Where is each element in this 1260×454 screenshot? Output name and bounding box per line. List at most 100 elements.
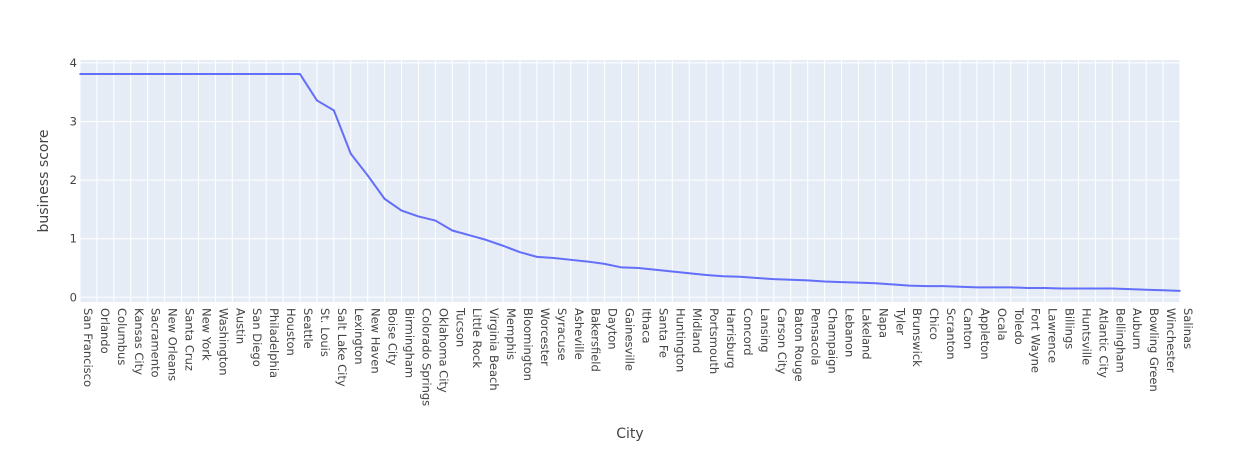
- data-point: [586, 260, 589, 263]
- x-tick-label: Syracuse: [555, 308, 569, 361]
- data-point: [925, 285, 927, 287]
- data-point: [214, 73, 217, 75]
- series-line: [80, 73, 1181, 292]
- data-point: [434, 219, 437, 222]
- x-tick-label: New York: [199, 308, 213, 361]
- data-point: [265, 73, 267, 75]
- data-point: [1145, 288, 1147, 291]
- data-point: [451, 229, 454, 232]
- data-point: [1043, 287, 1046, 289]
- data-point: [806, 279, 809, 282]
- x-tick-label: Worcester: [538, 308, 552, 366]
- data-point: [282, 73, 284, 75]
- data-point: [1111, 287, 1114, 290]
- x-tick-label: Bloomington: [521, 308, 535, 381]
- x-tick-label: Oklahoma City: [436, 308, 450, 393]
- data-point: [417, 215, 420, 218]
- x-tick-label: Asheville: [572, 308, 586, 360]
- y-gridlines: [80, 62, 1180, 298]
- x-tick-label: Lansing: [758, 308, 772, 353]
- x-tick-label: Harrisburg: [724, 308, 738, 369]
- data-point: [316, 99, 318, 102]
- data-point: [299, 73, 301, 75]
- y-tick-label: 1: [70, 232, 77, 246]
- data-point: [1060, 287, 1063, 290]
- data-point: [197, 73, 200, 75]
- data-point: [366, 174, 369, 177]
- x-tick-label: Canton: [961, 308, 975, 349]
- data-point: [333, 109, 335, 112]
- x-tick-label: Bowling Green: [1147, 308, 1161, 392]
- data-point: [739, 276, 741, 278]
- x-tick-label: Philadelphia: [267, 308, 281, 378]
- data-point: [688, 272, 691, 275]
- x-tick-label: Tyler: [893, 307, 907, 335]
- x-tick-label: Orlando: [98, 308, 112, 354]
- x-tick-label: Brunswick: [910, 308, 924, 367]
- x-tick-label: Kansas City: [132, 308, 146, 375]
- data-point: [637, 267, 640, 269]
- x-tick-label: Scranton: [944, 308, 958, 360]
- x-tick-label: Bellingham: [1113, 308, 1127, 373]
- x-tick-label: Seattle: [301, 308, 315, 349]
- x-tick-label: Midland: [690, 308, 704, 353]
- data-point: [96, 73, 98, 75]
- x-tick-label: Lawrence: [1046, 308, 1060, 363]
- y-tick-label: 0: [70, 290, 77, 304]
- y-tick-label: 2: [70, 173, 77, 187]
- x-tick-label: Austin: [233, 308, 247, 344]
- x-tick-label: Gainesville: [623, 308, 637, 371]
- y-axis-title: business score: [36, 129, 52, 232]
- data-point: [908, 284, 911, 287]
- data-point: [485, 239, 487, 241]
- x-tick-label: Boise City: [386, 308, 400, 366]
- data-point: [231, 73, 234, 75]
- y-tick-labels: 0 1 2 3 4: [70, 56, 77, 304]
- x-tick-label: Atlantic City: [1096, 308, 1110, 378]
- data-point: [113, 73, 115, 75]
- x-tick-label: Huntington: [673, 308, 687, 372]
- data-point: [163, 73, 166, 75]
- x-tick-label: Champaign: [826, 308, 840, 374]
- x-tick-label: Bakersfield: [589, 308, 603, 372]
- data-point: [756, 277, 758, 279]
- data-point: [383, 198, 386, 200]
- x-tick-label: Tucson: [453, 307, 467, 347]
- x-tick-label: Huntsville: [1079, 308, 1093, 365]
- x-tick-label: Sacramento: [149, 308, 163, 378]
- data-point: [400, 209, 403, 212]
- x-tick-label: Birmingham: [403, 308, 417, 378]
- x-tick-label: Columbus: [115, 308, 129, 365]
- x-tick-label: Concord: [741, 308, 755, 356]
- data-point: [569, 259, 572, 261]
- data-point: [874, 282, 877, 285]
- data-point: [79, 73, 81, 75]
- data-point: [959, 285, 961, 288]
- x-gridlines: [79, 60, 1181, 302]
- data-point: [823, 280, 826, 283]
- x-tick-label: Toledo: [1012, 307, 1026, 345]
- data-point: [671, 270, 674, 273]
- data-point: [1128, 288, 1131, 290]
- data-point: [349, 152, 352, 155]
- data-point: [180, 73, 183, 75]
- x-tick-label: San Francisco: [81, 308, 95, 387]
- x-tick-label: Baton Rouge: [792, 308, 806, 382]
- data-point: [857, 281, 860, 284]
- x-tick-label: Pensacola: [809, 308, 823, 366]
- data-point: [620, 266, 623, 269]
- x-tick-label: New Haven: [369, 308, 383, 374]
- data-point: [1179, 290, 1181, 292]
- x-tick-label: Santa Fe: [656, 308, 670, 358]
- data-point: [654, 268, 657, 271]
- x-tick-label: Lakeland: [859, 308, 873, 360]
- data-point: [942, 285, 944, 287]
- x-tick-label: Winchester: [1164, 308, 1178, 373]
- x-tick-label: San Diego: [250, 308, 264, 367]
- x-tick-label: Santa Cruz: [183, 308, 197, 371]
- x-tick-label: Houston: [284, 308, 298, 356]
- data-point: [248, 73, 251, 75]
- data-point: [1094, 287, 1097, 290]
